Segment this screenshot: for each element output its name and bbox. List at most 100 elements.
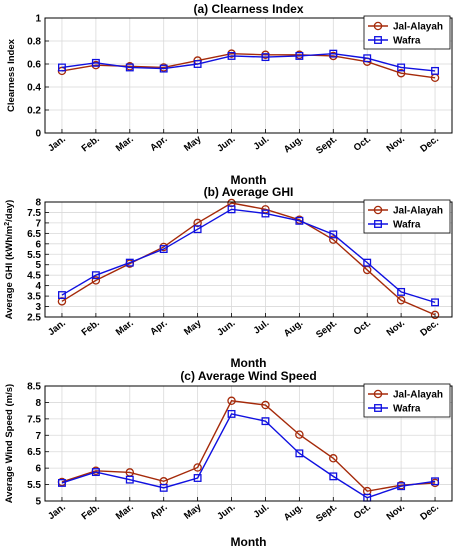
series-wafra [58, 49, 439, 75]
y-tick-label: 0 [35, 129, 41, 140]
legend-marker [374, 404, 382, 412]
series-line [61, 208, 436, 304]
y-tick-label: 5 [35, 260, 41, 271]
data-point [58, 291, 66, 299]
legend: Jal-Alayah Wafra [363, 383, 451, 418]
data-point [227, 396, 236, 406]
data-point [159, 64, 168, 73]
data-point [125, 475, 134, 484]
y-tick-label: 2.5 [27, 313, 41, 324]
legend-marker [374, 36, 382, 44]
data-point [227, 205, 236, 214]
data-point [193, 463, 202, 472]
y-axis-label: Average Wind Speed (m/s) [4, 384, 15, 503]
chart-title: (a) Clearness Index [193, 2, 303, 16]
series-wafra [58, 205, 439, 307]
y-tick-label: 7.5 [27, 414, 41, 425]
legend-label: Wafra [393, 404, 421, 415]
y-tick-label: 6.5 [27, 447, 41, 458]
legend-marker [373, 21, 383, 31]
data-point [295, 216, 304, 225]
data-point [193, 225, 202, 234]
y-tick-label: 0.4 [27, 83, 41, 94]
data-point [295, 52, 304, 60]
data-point [159, 483, 168, 492]
series-jal-alayah [57, 198, 440, 320]
data-point [261, 53, 270, 62]
data-point [397, 63, 406, 72]
chart-title: (c) Average Wind Speed [180, 369, 316, 383]
data-point [396, 68, 406, 78]
y-tick-label: 0.6 [27, 60, 41, 71]
data-point [91, 58, 100, 67]
legend-label: Wafra [393, 36, 421, 47]
y-tick-label: 5.5 [27, 480, 41, 491]
legend-label: Wafra [393, 220, 421, 231]
data-point [431, 66, 439, 75]
y-tick-label: 0.8 [27, 37, 41, 48]
data-point [159, 245, 168, 253]
y-tick-label: 5.5 [27, 250, 41, 261]
series-line [61, 400, 436, 492]
y-tick-label: 4 [35, 281, 41, 292]
data-point [363, 258, 372, 267]
y-tick-label: 8 [35, 398, 41, 409]
data-point [363, 54, 372, 63]
data-point [329, 230, 338, 239]
y-tick-label: 7 [35, 218, 41, 229]
data-point [227, 409, 236, 418]
y-tick-label: 1 [35, 14, 41, 25]
data-point [91, 468, 100, 477]
legend: Jal-Alayah Wafra [363, 199, 451, 234]
y-tick-label: 7 [35, 431, 41, 442]
data-point [329, 49, 338, 58]
legend-marker [374, 220, 382, 228]
data-point [91, 271, 100, 280]
x-axis-label: Month [231, 356, 267, 370]
axes-frame [44, 201, 453, 318]
data-point [125, 63, 134, 72]
data-point [430, 310, 440, 320]
legend: Jal-Alayah Wafra [363, 15, 451, 50]
data-point [261, 400, 270, 410]
data-point [58, 478, 66, 487]
data-point [193, 60, 202, 68]
data-point [261, 209, 270, 218]
data-point [295, 449, 304, 458]
y-tick-label: 8 [35, 198, 41, 209]
data-point [329, 235, 338, 244]
chart-title: (b) Average GHI [204, 185, 294, 199]
series-line [61, 202, 436, 316]
series-jal-alayah [57, 396, 440, 496]
axes-frame [44, 17, 453, 134]
y-axis-label: Average GHI (kWh/m2/day) [4, 200, 16, 320]
data-point [431, 477, 439, 486]
x-axis-label: Month [231, 535, 267, 549]
y-tick-label: 3.5 [27, 292, 41, 303]
legend-label: Jal-Alayah [393, 22, 443, 33]
data-point [58, 63, 66, 72]
y-tick-label: 8.5 [27, 382, 41, 393]
y-tick-label: 0.2 [27, 106, 41, 117]
legend-marker [373, 205, 383, 215]
y-tick-label: 4.5 [27, 271, 41, 282]
data-point [329, 454, 338, 463]
data-point [261, 417, 270, 426]
legend-label: Jal-Alayah [393, 390, 443, 401]
y-tick-label: 5 [35, 497, 41, 508]
y-tick-label: 3 [35, 302, 41, 313]
axes-frame [44, 385, 453, 502]
y-tick-label: 6 [35, 239, 41, 250]
series-line [61, 413, 436, 499]
data-point [329, 472, 338, 481]
series-wafra [58, 409, 439, 502]
data-point [125, 258, 134, 267]
y-tick-label: 7.5 [27, 208, 41, 219]
x-axis-label: Month [231, 173, 267, 187]
legend-marker [373, 389, 383, 399]
data-point [193, 474, 202, 482]
legend-label: Jal-Alayah [393, 206, 443, 217]
y-tick-label: 6.5 [27, 229, 41, 240]
